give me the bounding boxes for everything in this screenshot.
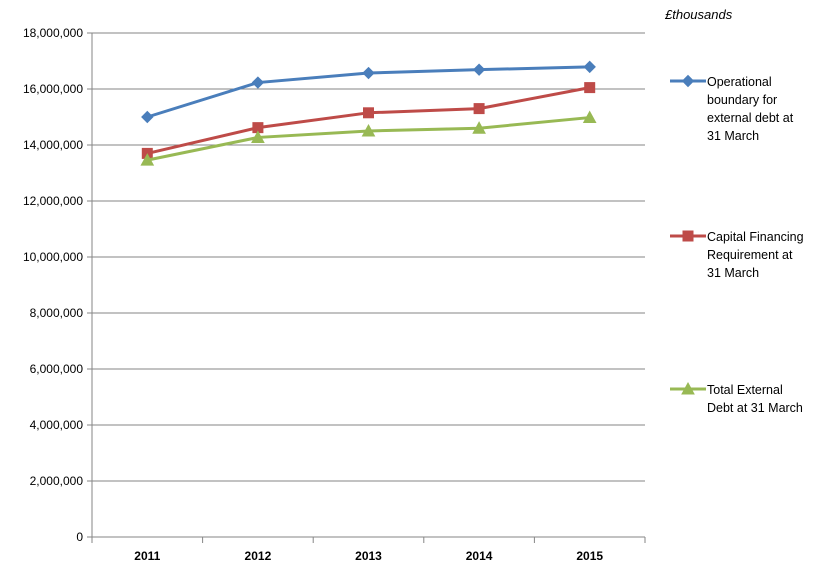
y-tick-label: 10,000,000 bbox=[23, 250, 83, 264]
legend-label-line: Capital Financing bbox=[707, 230, 804, 244]
legend-label-line: external debt at bbox=[707, 111, 794, 125]
data-point bbox=[473, 103, 485, 115]
data-point bbox=[582, 110, 597, 124]
data-point bbox=[362, 66, 375, 80]
data-point bbox=[251, 76, 265, 89]
y-tick-label: 18,000,000 bbox=[23, 26, 83, 40]
data-point bbox=[472, 63, 486, 76]
y-tick-label: 2,000,000 bbox=[30, 474, 84, 488]
legend-swatch-marker bbox=[681, 74, 695, 88]
y-tick-label: 12,000,000 bbox=[23, 194, 83, 208]
y-tick-label: 6,000,000 bbox=[30, 362, 84, 376]
series-layer bbox=[140, 60, 597, 166]
data-point bbox=[584, 82, 596, 94]
legend-item: Capital Financing Requirement at 31 March bbox=[670, 230, 804, 280]
data-point bbox=[363, 107, 374, 119]
series-3 bbox=[140, 110, 597, 166]
legend-label-line: Requirement at bbox=[707, 248, 793, 262]
legend: Operational boundary for external debt at 3… bbox=[670, 74, 804, 415]
gridlines bbox=[92, 32, 645, 482]
y-tick-label: 16,000,000 bbox=[23, 82, 83, 96]
legend-label: Total External Debt at 31 March bbox=[707, 383, 803, 415]
data-point bbox=[141, 110, 154, 124]
series-1 bbox=[141, 60, 596, 124]
x-tick-label: 2014 bbox=[466, 549, 493, 563]
y-tick-label: 4,000,000 bbox=[30, 418, 84, 432]
legend-item: Total External Debt at 31 March bbox=[670, 381, 803, 415]
legend-label: Capital Financing Requirement at 31 March bbox=[707, 230, 804, 280]
legend-swatch-marker bbox=[681, 381, 695, 395]
y-tick-label: 0 bbox=[76, 530, 83, 544]
legend-label-line: boundary for bbox=[707, 93, 777, 107]
axes: 0 2,000,000 4,000,000 6,000,000 8,000,000 10,… bbox=[23, 26, 646, 563]
legend-label-line: Operational bbox=[707, 75, 772, 89]
y-tick-label: 14,000,000 bbox=[23, 138, 83, 152]
data-point bbox=[140, 153, 155, 166]
legend-label-line: Total External bbox=[707, 383, 783, 397]
legend-label: Operational boundary for external debt at 3… bbox=[707, 75, 794, 143]
y-tick-label: 8,000,000 bbox=[30, 306, 84, 320]
x-tick-label: 2011 bbox=[134, 549, 160, 563]
data-point bbox=[583, 60, 596, 74]
data-point bbox=[361, 123, 376, 137]
x-tick-label: 2012 bbox=[245, 549, 272, 563]
unit-label: £thousands bbox=[664, 7, 733, 22]
data-point bbox=[251, 130, 265, 143]
x-tick-label: 2015 bbox=[576, 549, 603, 563]
data-point bbox=[472, 121, 486, 134]
legend-label-line: 31 March bbox=[707, 129, 759, 143]
legend-swatch-marker bbox=[682, 230, 694, 242]
legend-label-line: Debt at 31 March bbox=[707, 401, 803, 415]
legend-label-line: 31 March bbox=[707, 266, 759, 280]
x-tick-label: 2013 bbox=[355, 549, 382, 563]
legend-item: Operational boundary for external debt at 3… bbox=[670, 74, 794, 143]
